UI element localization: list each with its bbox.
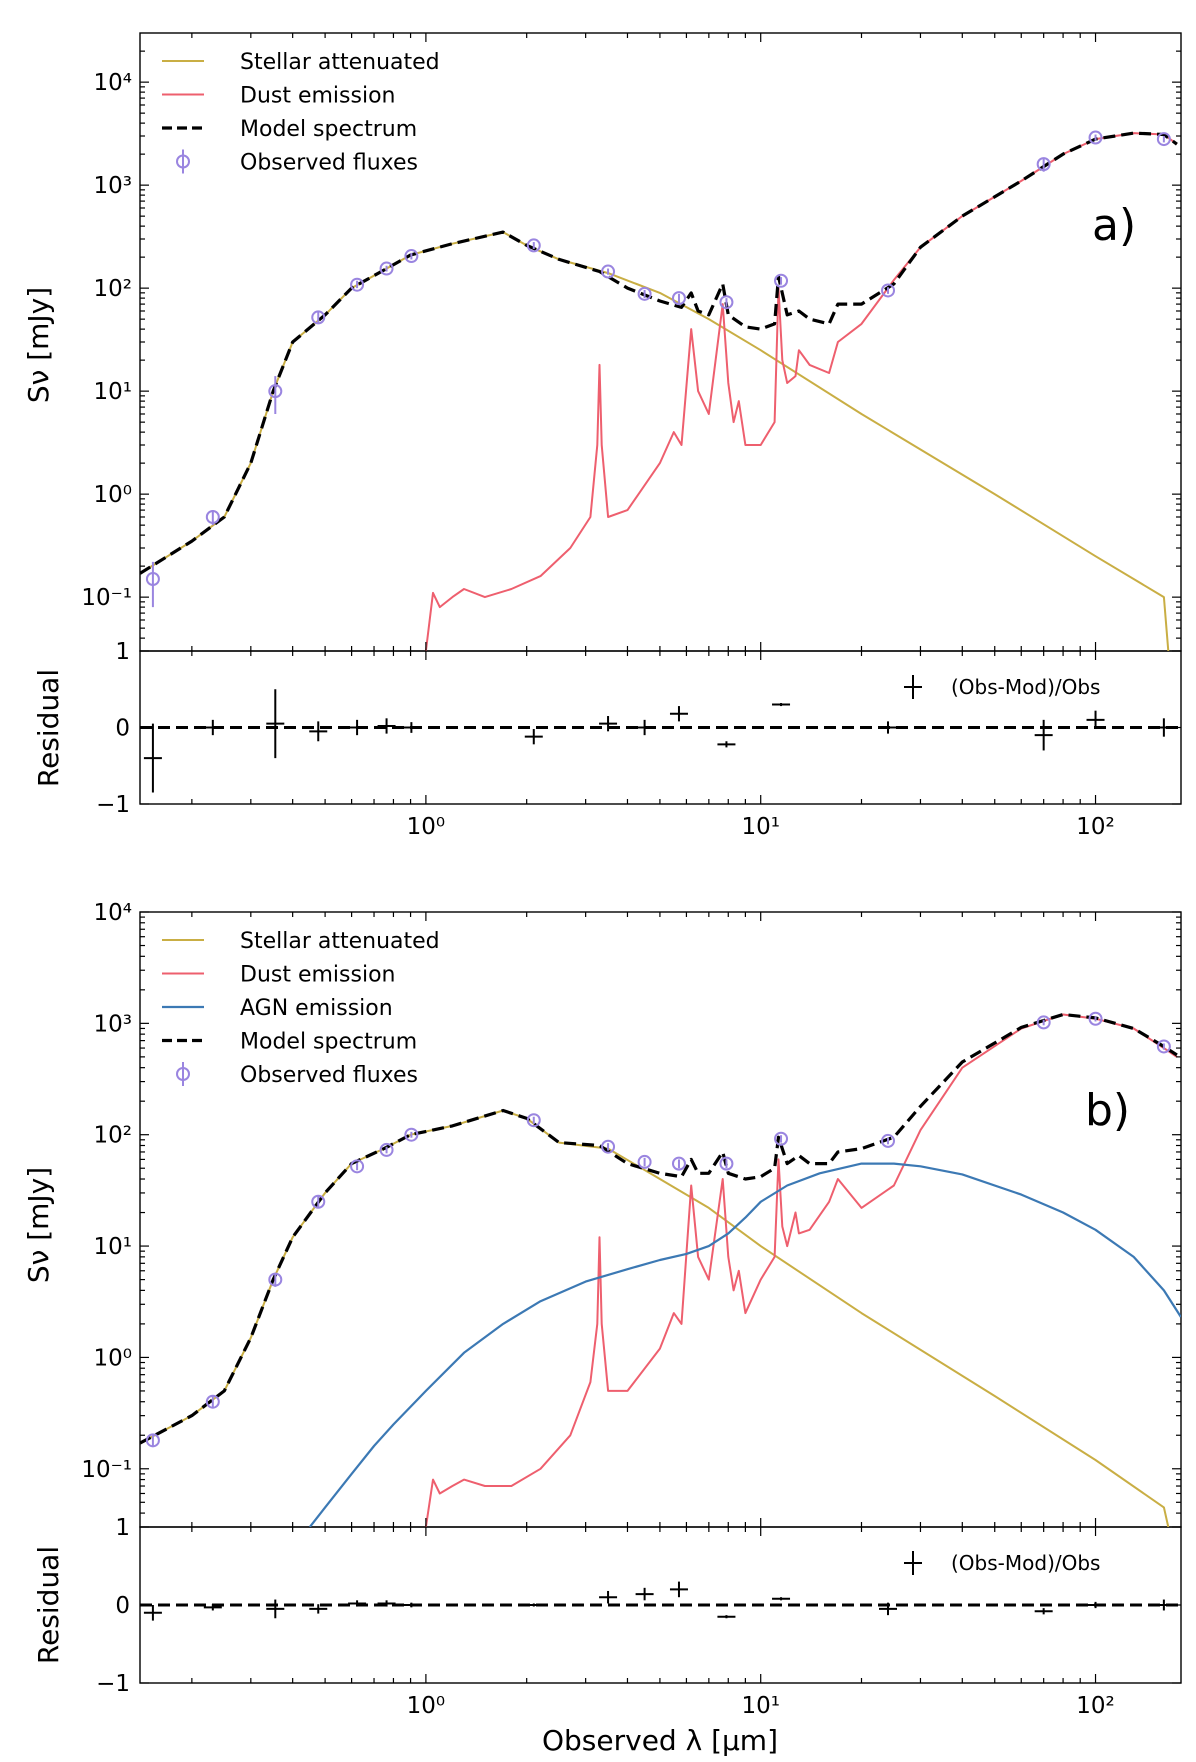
b-ytick-label-4: 10³ [94,1011,133,1037]
b-obs-point-13 [881,1133,896,1148]
b-curves [140,1011,1181,1527]
a-xtick-label-2: 10² [1076,814,1115,840]
b-rytick-label-2: 1 [115,1515,130,1541]
b-ytick-label-3: 10² [94,1123,133,1149]
panel-b-y-axis-label: Sν [mJy] [22,1167,55,1283]
b-residual-legend-text: (Obs-Mod)/Obs [951,1551,1100,1575]
a-obs-point-5 [379,261,394,276]
a-legend-label-3: Observed fluxes [240,151,418,176]
b-legend-label-3: Model spectrum [240,1030,417,1055]
b-xtick-label-0: 10⁰ [407,1693,446,1719]
a-rytick-label-0: −1 [96,792,130,818]
b-obs-point-11 [719,1156,734,1171]
a-obs-point-7 [526,238,541,253]
b-ytick-label-0: 10⁻¹ [81,1457,132,1483]
b-legend-label-0: Stellar attenuated [240,929,440,954]
panel-a-residual-y-label: Residual [32,669,65,787]
b-ytick-label-1: 10⁰ [94,1345,133,1371]
b-obs-point-7 [526,1113,541,1128]
a-obs-point-16 [1156,132,1171,147]
a-obs-point-11 [719,295,734,310]
b-obs-point-8 [601,1139,616,1154]
panel-a-plot-area: 10⁻¹ 10⁰ 10¹ 10² 10³ 10⁴ [81,33,1181,651]
b-obs-point-2 [268,1272,283,1287]
b-agn-emission-line [308,1162,1181,1527]
a-ytick-label-4: 10³ [94,173,133,199]
b-obs-point-12 [774,1131,789,1146]
b-obs-point-3 [311,1194,326,1209]
a-legend-label-2: Model spectrum [240,117,417,142]
a-legend-label-1: Dust emission [240,84,395,109]
b-rytick-label-1: 0 [115,1593,130,1619]
panel-a-label: a) [1092,200,1136,251]
a-xtick-label-0: 10⁰ [407,814,446,840]
panel-b-legend: Stellar attenuated Dust emission AGN emiss… [162,929,440,1088]
b-obs-point-4 [350,1159,365,1174]
panel-b-residual-y-label: Residual [32,1546,65,1664]
panel-a: 10⁻¹ 10⁰ 10¹ 10² 10³ 10⁴ 10⁰ 10¹ 10² −1 0 1 (Obs-Mo… [22,32,1182,840]
b-obs-point-10 [671,1156,686,1171]
panel-b-residual-area: 10⁰ 10¹ 10² −1 0 1 (Obs-Mod)/Obs [96,1515,1181,1719]
panel-a-y-axis-label: Sν [mJy] [22,287,55,403]
panel-b-plot-area: 10⁻¹ 10⁰ 10¹ 10² 10³ 10⁴ [81,900,1181,1527]
b-obs-point-9 [637,1154,652,1169]
b-legend-label-1: Dust emission [240,963,395,988]
a-obs-point-8 [601,264,616,279]
a-obs-point-13 [881,283,896,298]
b-obs-point-14 [1036,1015,1051,1030]
a-obs-point-0 [145,572,160,587]
a-stellar-attenuated-line [140,231,1170,651]
a-dust-emission-line [424,132,1178,651]
b-legend-obs-marker [176,1067,190,1081]
a-obs-point-1 [205,509,220,524]
a-ytick-label-2: 10¹ [94,379,133,405]
b-xtick-label-2: 10² [1076,1693,1115,1719]
a-obs-point-3 [311,310,326,325]
a-obs-point-9 [637,286,652,301]
panel-a-residual-area: 10⁰ 10¹ 10² −1 0 1 (Obs-Mod)/Obs [96,639,1181,840]
b-obs-point-16 [1156,1039,1171,1054]
a-obs-point-15 [1088,130,1103,145]
b-obs-point-15 [1088,1011,1103,1026]
a-residual-legend-text: (Obs-Mod)/Obs [951,675,1100,699]
a-curves [140,130,1178,651]
panel-b-label: b) [1085,1085,1130,1136]
b-ytick-label-2: 10¹ [94,1234,133,1260]
a-ytick-label-3: 10² [94,276,133,302]
b-obs-point-6 [404,1127,419,1142]
b-model-spectrum-line [140,1012,1178,1445]
b-legend-label-2: AGN emission [240,996,393,1021]
panel-b: 10⁻¹ 10⁰ 10¹ 10² 10³ 10⁴ 10⁰ 10¹ 10² −1 0 1 (Obs-Mo… [22,900,1182,1757]
a-obs-point-2 [268,384,283,399]
b-dust-emission-line [424,1013,1178,1527]
a-ytick-label-0: 10⁻¹ [81,585,132,611]
a-obs-point-6 [404,249,419,264]
a-obs-point-12 [774,273,789,288]
x-axis-label: Observed λ [μm] [542,1724,778,1757]
panel-a-legend: Stellar attenuated Dust emission Model spe… [162,50,440,176]
a-ytick-label-1: 10⁰ [94,482,133,508]
b-xtick-label-1: 10¹ [741,1693,780,1719]
b-rytick-label-0: −1 [96,1671,130,1697]
a-rytick-label-1: 0 [115,716,130,742]
a-legend-label-0: Stellar attenuated [240,50,440,75]
a-xtick-label-1: 10¹ [741,814,780,840]
a-ytick-label-5: 10⁴ [94,70,133,96]
b-obs-point-0 [145,1433,160,1448]
b-legend-label-4: Observed fluxes [240,1063,418,1088]
a-legend-obs-marker [176,154,190,169]
a-obs-point-10 [671,291,686,306]
a-model-spectrum-line [140,131,1178,575]
b-ytick-label-5: 10⁴ [94,900,133,926]
b-obs-point-1 [205,1394,220,1409]
a-rytick-label-2: 1 [115,639,130,665]
a-obs-point-4 [350,277,365,292]
a-obs-point-14 [1036,157,1051,172]
b-obs-point-5 [379,1142,394,1157]
